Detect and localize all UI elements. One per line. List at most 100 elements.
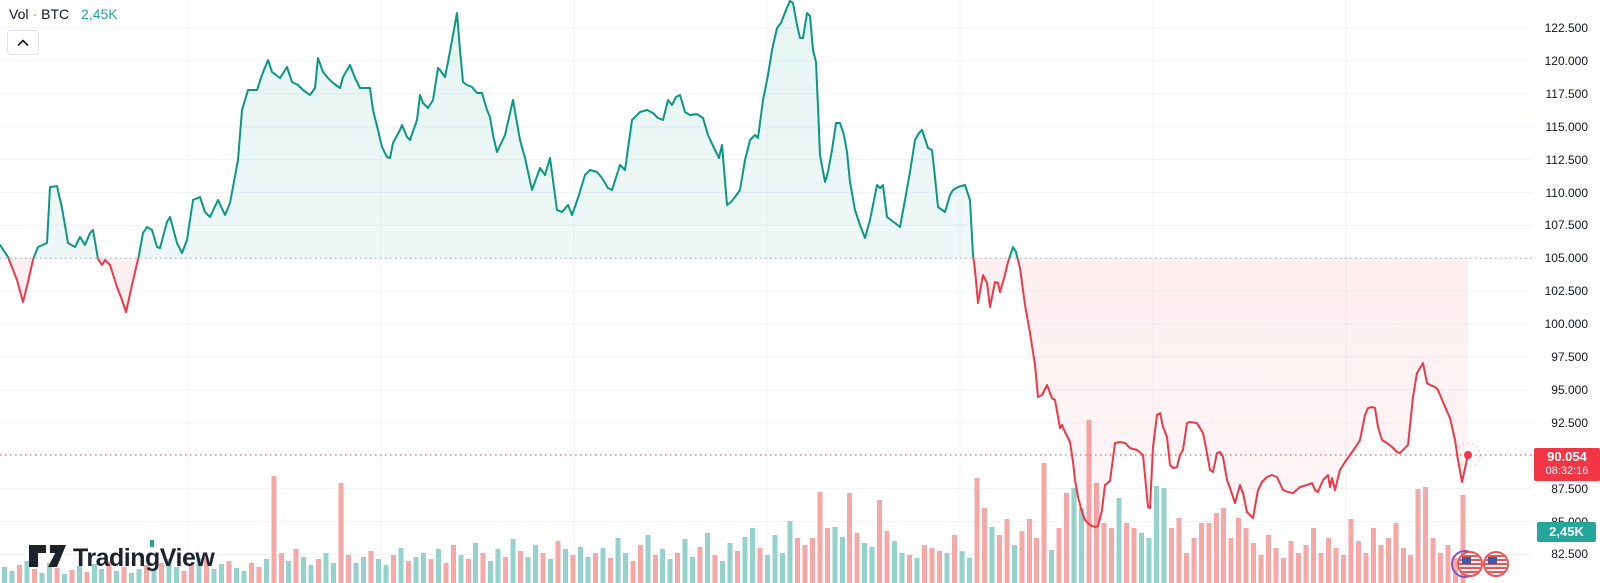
volume-bar xyxy=(435,549,441,583)
market-flags[interactable] xyxy=(1451,550,1511,579)
volume-bar xyxy=(278,553,284,583)
volume-bar xyxy=(1266,535,1272,583)
price-axis-label: 95.000 xyxy=(1551,382,1588,397)
volume-bar xyxy=(1198,523,1204,583)
volume-bar xyxy=(607,558,613,583)
volume-bar xyxy=(1363,553,1369,583)
chevron-up-icon xyxy=(17,39,29,46)
symbol-name: BTC xyxy=(41,6,70,22)
price-axis-label: 97.500 xyxy=(1551,350,1588,364)
volume-bar xyxy=(682,539,688,583)
legend-separator: · xyxy=(32,6,38,22)
volume-bar xyxy=(540,553,546,583)
volume-bar xyxy=(2,567,7,583)
volume-bar xyxy=(1438,553,1444,583)
volume-bar xyxy=(1243,528,1249,583)
volume-bar xyxy=(9,571,15,583)
volume-bar xyxy=(772,535,778,583)
volume-bar xyxy=(929,548,935,583)
volume-bar xyxy=(398,548,404,583)
price-axis-label: 120.000 xyxy=(1544,53,1588,68)
tradingview-logo-text: TradingView xyxy=(73,544,215,572)
volume-bar xyxy=(211,569,217,583)
volume-bar xyxy=(99,569,105,583)
volume-bar xyxy=(1183,553,1189,583)
volume-bar xyxy=(660,549,666,583)
volume-bar xyxy=(353,563,359,583)
volume-bar xyxy=(1288,541,1294,583)
volume-bar xyxy=(937,551,942,583)
volume-bar xyxy=(1056,528,1062,583)
volume-bar xyxy=(1400,548,1406,583)
volume-bar xyxy=(847,493,853,583)
volume-bar xyxy=(54,568,60,583)
volume-bar xyxy=(69,570,75,583)
volume-bar xyxy=(204,558,209,583)
volume-bar xyxy=(959,551,965,583)
volume-bar xyxy=(24,561,30,583)
volume-bar xyxy=(174,567,179,583)
volume-bar xyxy=(675,553,681,583)
volume-bar xyxy=(17,565,22,583)
volume-bar xyxy=(1116,498,1122,583)
current-price-value: 90.054 xyxy=(1547,448,1587,464)
volume-bar xyxy=(1430,538,1436,583)
volume-bar xyxy=(750,528,755,583)
volume-bar xyxy=(757,548,763,583)
us-flag-icon xyxy=(1457,551,1483,577)
price-axis-label: 122.500 xyxy=(1544,21,1588,35)
area-fill-below-baseline xyxy=(0,258,1468,527)
volume-bar xyxy=(705,533,711,583)
volume-bar xyxy=(1019,531,1025,583)
volume-bar xyxy=(286,561,292,583)
volume-bar xyxy=(1296,553,1301,583)
volume-bar xyxy=(383,565,389,583)
price-axis-label: 110.000 xyxy=(1545,185,1589,200)
volume-bar xyxy=(1041,463,1047,583)
volume-bar xyxy=(1326,538,1331,583)
volume-bar xyxy=(106,561,112,583)
price-axis-label: 92.500 xyxy=(1551,415,1588,430)
price-axis-label: 87.500 xyxy=(1551,481,1588,496)
volume-bar xyxy=(765,555,770,583)
volume-bar xyxy=(944,553,950,583)
tradingview-logo[interactable]: TradingView xyxy=(27,538,217,577)
volume-bar xyxy=(794,538,800,583)
volume-bar xyxy=(578,547,583,583)
volume-bar xyxy=(555,541,561,583)
volume-bar xyxy=(488,561,494,583)
price-axis-label: 105.000 xyxy=(1544,251,1588,266)
volume-bar xyxy=(548,559,553,583)
logo-caret-accent xyxy=(150,540,154,547)
volume-bar xyxy=(1311,528,1316,583)
volume-bar xyxy=(712,555,718,583)
volume-bar xyxy=(361,557,366,583)
flag-icon-secondary[interactable] xyxy=(1483,551,1511,579)
volume-bar xyxy=(1153,486,1159,583)
price-axis-label: 107.500 xyxy=(1544,218,1588,233)
last-price-marker-dot xyxy=(1464,450,1472,459)
volume-bar xyxy=(166,559,172,583)
volume-bar xyxy=(1340,555,1346,583)
volume-bar xyxy=(899,553,905,583)
volume-bar xyxy=(1251,543,1257,583)
flag-icon-primary[interactable] xyxy=(1451,550,1485,579)
pane-collapse-button[interactable] xyxy=(7,30,39,55)
volume-bar xyxy=(121,567,127,583)
price-axis-label: 102.500 xyxy=(1544,284,1588,299)
volume-bar xyxy=(495,549,501,583)
volume-bar xyxy=(907,555,913,583)
volume-bar xyxy=(1273,548,1279,583)
volume-bar xyxy=(1124,523,1129,583)
volume-bar xyxy=(301,557,307,583)
volume-bar xyxy=(1206,523,1212,583)
volume-bar xyxy=(690,557,696,583)
price-axis[interactable]: 122.500 120.000 117.500 115.000 112.500 110.0… xyxy=(1536,0,1594,583)
volume-bar xyxy=(877,500,883,583)
volume-bar xyxy=(869,547,875,583)
volume-bar xyxy=(233,568,239,583)
volume-bar xyxy=(585,557,591,583)
volume-indicator-legend: Vol · BTC 2,45K xyxy=(9,6,118,22)
